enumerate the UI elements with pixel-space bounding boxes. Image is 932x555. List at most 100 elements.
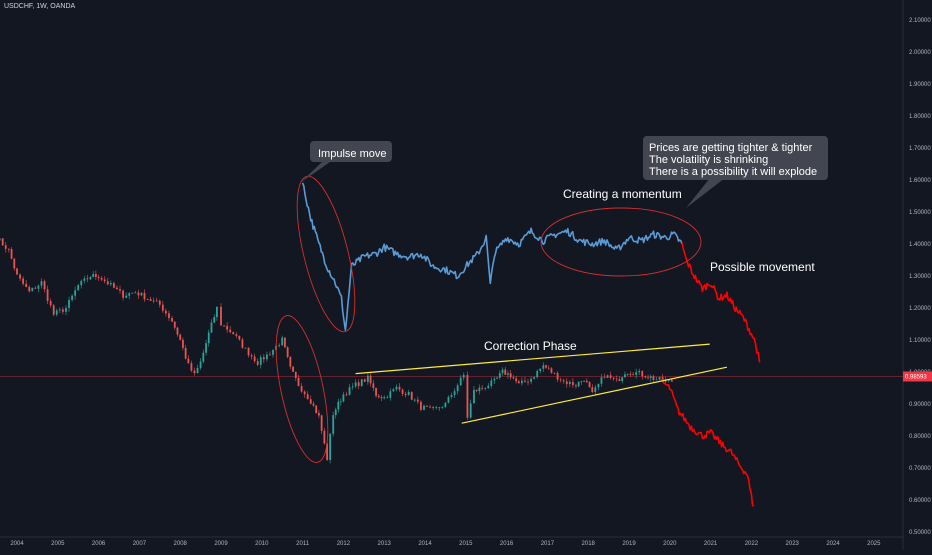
candle-body bbox=[583, 380, 586, 382]
candle-body bbox=[521, 380, 523, 384]
candle-body bbox=[553, 372, 556, 374]
candle-body bbox=[339, 401, 342, 403]
candle-body bbox=[4, 245, 7, 249]
y-tick-label: 1.50000 bbox=[909, 210, 931, 216]
candle-body bbox=[539, 368, 542, 372]
candle-body bbox=[55, 310, 58, 315]
candle-body bbox=[97, 276, 100, 279]
highlight-ellipse[interactable] bbox=[285, 171, 366, 337]
y-tick-label: 0.70000 bbox=[909, 466, 931, 472]
y-tick-label: 1.20000 bbox=[909, 306, 931, 312]
candle-body bbox=[190, 363, 193, 371]
annotation-impulse-move: Impulse move bbox=[318, 148, 386, 160]
trendline[interactable] bbox=[461, 366, 728, 424]
candle-body bbox=[658, 377, 661, 380]
candle-body bbox=[106, 281, 109, 285]
candle-body bbox=[297, 377, 300, 387]
candle-body bbox=[22, 278, 25, 284]
candle-body bbox=[31, 287, 34, 292]
candle-body bbox=[52, 305, 55, 315]
candle-body bbox=[213, 317, 216, 323]
x-tick-label: 2022 bbox=[745, 541, 759, 547]
candle-body bbox=[401, 389, 404, 394]
candle-body bbox=[152, 300, 155, 302]
candle-body bbox=[432, 406, 435, 408]
candle-body bbox=[580, 380, 583, 382]
candle-body bbox=[444, 402, 447, 408]
candle-body bbox=[241, 339, 244, 348]
candle-body bbox=[128, 293, 131, 296]
candle-body bbox=[357, 382, 360, 386]
candle-body bbox=[568, 381, 571, 385]
trendline[interactable] bbox=[355, 343, 710, 375]
candle-body bbox=[43, 281, 46, 290]
annotation-volatility-line: There is a possibility it will explode bbox=[649, 166, 817, 178]
candle-body bbox=[395, 386, 398, 390]
candle-body bbox=[83, 278, 86, 281]
candle-body bbox=[40, 281, 43, 286]
candle-body bbox=[559, 379, 562, 381]
candle-body bbox=[369, 375, 372, 384]
candle-body bbox=[545, 365, 547, 368]
candle-body bbox=[161, 304, 164, 311]
candle-body bbox=[207, 332, 210, 344]
candle-body bbox=[348, 387, 351, 395]
candle-body bbox=[423, 405, 425, 410]
candle-body bbox=[223, 325, 225, 327]
highlight-ellipse[interactable] bbox=[540, 207, 702, 277]
candle-body bbox=[504, 369, 507, 375]
candle-body bbox=[667, 380, 670, 381]
x-tick-label: 2007 bbox=[133, 541, 147, 547]
candle-body bbox=[294, 371, 297, 378]
candle-body bbox=[556, 372, 559, 380]
impulse-bubble[interactable] bbox=[310, 141, 392, 162]
candle-body bbox=[303, 391, 306, 395]
candle-body bbox=[594, 387, 597, 393]
candle-body bbox=[116, 287, 118, 290]
candle-body bbox=[416, 399, 419, 402]
highlight-ellipse[interactable] bbox=[266, 311, 338, 466]
candle-body bbox=[146, 299, 149, 300]
volatility-bubble[interactable] bbox=[643, 136, 828, 180]
candle-body bbox=[410, 391, 413, 400]
annotation-possible-movement: Possible movement bbox=[710, 260, 815, 274]
candle-body bbox=[125, 295, 128, 298]
candle-body bbox=[179, 334, 182, 340]
candle-body bbox=[256, 361, 259, 365]
candle-body bbox=[68, 299, 70, 308]
candle-body bbox=[490, 380, 493, 386]
candle-body bbox=[565, 381, 568, 385]
candle-body bbox=[466, 374, 469, 418]
candle-body bbox=[626, 374, 629, 376]
candle-body bbox=[649, 376, 652, 378]
candle-body bbox=[588, 382, 591, 388]
candle-body bbox=[404, 393, 407, 396]
candle-body bbox=[318, 413, 320, 416]
candle-body bbox=[360, 379, 363, 386]
candle-body bbox=[493, 378, 496, 381]
candle-body bbox=[606, 375, 609, 378]
candle-body bbox=[366, 375, 369, 382]
candle-body bbox=[550, 368, 553, 373]
candle-body bbox=[7, 248, 10, 250]
candle-body bbox=[182, 339, 184, 348]
candle-body bbox=[392, 389, 395, 392]
candle-body bbox=[173, 321, 176, 328]
candle-body bbox=[375, 388, 377, 396]
candle-body bbox=[487, 385, 490, 389]
candle-body bbox=[113, 283, 115, 288]
candle-body bbox=[103, 279, 106, 282]
x-tick-label: 2012 bbox=[337, 541, 351, 547]
candle-body bbox=[542, 365, 545, 369]
candle-body bbox=[591, 387, 594, 393]
candle-body bbox=[49, 300, 52, 306]
candle-body bbox=[609, 375, 612, 378]
symbol-label: USDCHF, 1W, OANDA bbox=[4, 3, 76, 10]
candle-body bbox=[332, 415, 335, 434]
candle-body bbox=[74, 290, 77, 296]
y-tick-label: 2.10000 bbox=[909, 18, 931, 24]
candle-body bbox=[354, 382, 357, 387]
candle-body bbox=[326, 443, 328, 460]
